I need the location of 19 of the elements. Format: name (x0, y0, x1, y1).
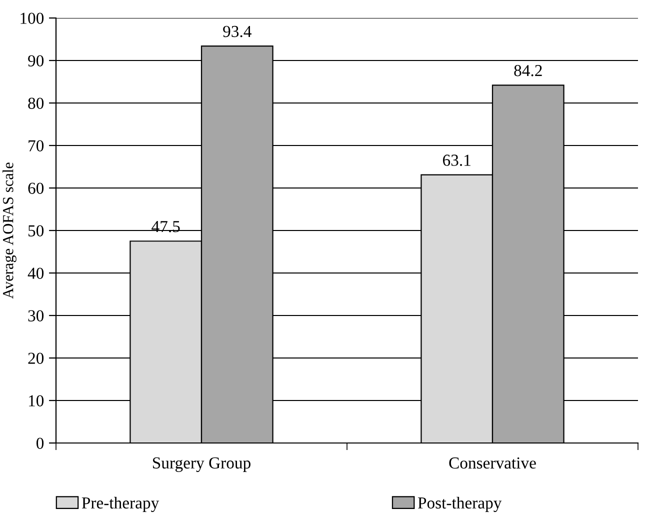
data-label: 93.4 (223, 26, 252, 38)
x-tick-label: Conservative (449, 457, 536, 469)
x-tick-label: Surgery Group (153, 457, 250, 472)
legend-label: Post-therapy (418, 496, 502, 512)
data-label: 63.1 (442, 154, 470, 166)
y-tick-label: 30 (28, 310, 44, 322)
y-tick-label: 10 (28, 395, 44, 406)
y-tick-label: 100 (20, 12, 44, 24)
y-tick-label: 60 (28, 182, 44, 194)
y-tick-label: 80 (28, 98, 44, 109)
y-tick-label: 0 (36, 438, 44, 449)
legend-label: Pre-therapy (82, 496, 160, 512)
y-tick-label: 70 (28, 140, 44, 152)
y-tick-label: 20 (28, 352, 44, 364)
data-label: 84.2 (514, 64, 542, 76)
y-tick-label: 50 (28, 225, 44, 236)
y-tick-label: 40 (28, 268, 44, 279)
y-tick-label: 90 (28, 55, 44, 66)
y-axis-title: Average AOFAS scale (2, 162, 16, 299)
